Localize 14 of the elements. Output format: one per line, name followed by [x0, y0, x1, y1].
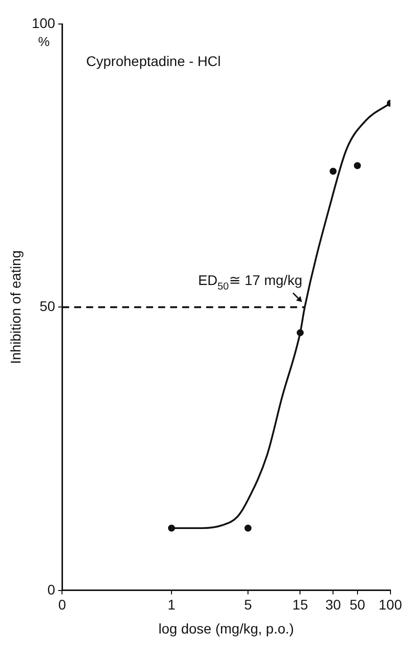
x-tick-label: 50 — [350, 596, 366, 613]
x-tick-label: 100 — [378, 596, 402, 613]
x-axis-title: log dose (mg/kg, p.o.) — [158, 620, 294, 636]
x-tick-label: 1 — [168, 596, 176, 613]
text: % — [38, 34, 50, 49]
y-tick-label: 50 — [40, 298, 56, 314]
y-axis-title: Inhibition of eating — [7, 250, 24, 364]
x-tick-label: 0 — [58, 596, 66, 613]
x-tick-label: 5 — [244, 596, 252, 613]
x-tick-label: 15 — [292, 596, 308, 613]
y-tick-label: 100 — [32, 14, 56, 31]
x-tick-label: 30 — [325, 596, 342, 613]
text: Cyproheptadine - HCl — [86, 53, 221, 69]
y-tick-label: 0 — [47, 581, 56, 598]
